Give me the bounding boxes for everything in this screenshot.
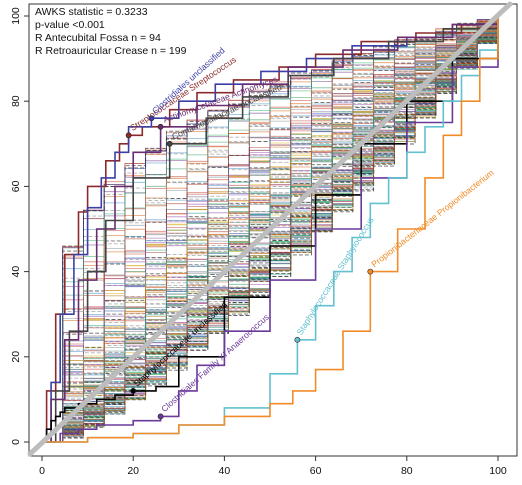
axes: 0 20 40 60 80 100 0 20 40 60 80 100 [10,7,507,477]
p-value-text: p-value <0.001 [35,19,105,31]
series-marker [166,140,173,147]
y-tick-label: 100 [10,7,22,25]
reference-diagonal [27,1,513,457]
background-curve [42,16,499,443]
x-tick-label: 20 [127,465,139,477]
sample-a-text: R Antecubital Fossa n = 94 [35,32,161,44]
x-tick-label: 40 [219,465,231,477]
series-line [42,16,499,443]
background-curve [42,16,499,443]
series-marker [130,387,137,394]
x-tick-label: 80 [401,465,413,477]
y-tick-label: 80 [10,95,22,107]
x-tick-label: 100 [489,465,507,477]
series-marker [157,123,164,130]
sample-b-text: R Retroauricular Crease n = 199 [35,45,187,57]
reference-line [27,1,513,457]
series-marker [148,115,155,122]
series-marker [157,413,164,420]
background-curve [42,16,499,443]
y-tick-label: 40 [10,266,22,278]
x-tick-label: 0 [39,465,45,477]
awks-statistic-text: AWKS statistic = 0.3233 [35,6,148,18]
y-tick-label: 0 [10,439,22,445]
background-curve [42,16,499,443]
y-tick-label: 60 [10,180,22,192]
background-curve [42,16,499,443]
y-tick-label: 20 [10,351,22,363]
series-marker [125,132,132,139]
series-marker [294,336,301,343]
series-line [42,16,499,443]
background-curve [42,16,499,443]
x-tick-label: 60 [310,465,322,477]
statistics-annotation: AWKS statistic = 0.3233 p-value <0.001 R… [35,6,187,57]
series-marker [367,268,374,275]
background-curve [42,16,499,443]
